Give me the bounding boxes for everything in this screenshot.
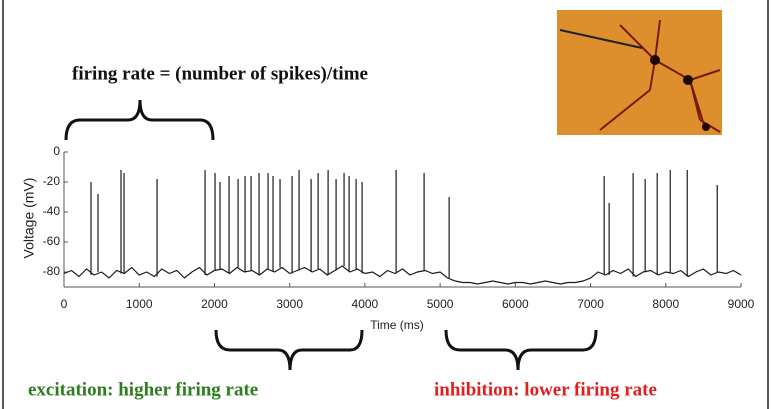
x-tick-label: 8000 [652,297,679,311]
x-tick-label: 2000 [201,297,228,311]
y-tick-label: -40 [43,204,61,218]
y-axis-label: Voltage (mV) [21,178,37,259]
x-tick-label: 5000 [427,297,454,311]
x-axis-label: Time (ms) [370,318,424,332]
trace [63,265,742,285]
annotation: excitation: higher firing rate [28,379,258,400]
x-tick-label: 3000 [276,297,303,311]
y-tick-label: 0 [53,144,60,158]
x-tick-label: 4000 [352,297,379,311]
x-tick-label: 0 [61,297,68,311]
brace [444,329,598,371]
y-tick-label: -80 [43,264,61,278]
brace [214,329,364,371]
x-tick-label: 7000 [577,297,604,311]
annotation: firing rate = (number of spikes)/time [72,63,368,84]
neuron-image [557,10,722,135]
brace [64,99,215,141]
x-tick-label: 1000 [126,297,153,311]
x-tick-label: 9000 [728,297,755,311]
y-tick-label: -60 [43,234,61,248]
x-tick-label: 6000 [502,297,529,311]
y-tick-label: -20 [43,174,61,188]
annotation: inhibition: lower firing rate [434,379,657,400]
